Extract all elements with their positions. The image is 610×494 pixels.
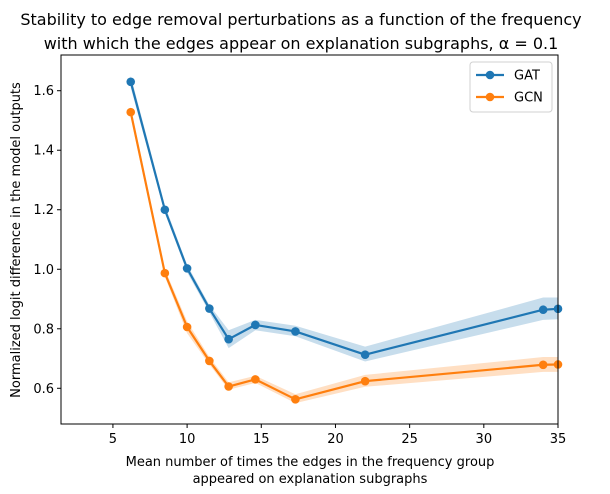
x-tick-label-6: 35 (550, 432, 567, 447)
x-tick-label-5: 30 (476, 432, 493, 447)
gat-line (129, 81, 559, 356)
x-axis-label-line2: appeared on explanation subgraphs (193, 472, 428, 487)
y-tick-label-0: 0.6 (33, 382, 54, 397)
legend-gcn-label: GCN (514, 91, 543, 106)
gcn-point-3 (205, 356, 214, 366)
gcn-point-1 (160, 268, 170, 278)
x-tick-label-0: 5 (109, 432, 117, 447)
chart-title-line2: with which the edges appear on explanati… (44, 34, 559, 53)
x-tick-label-4: 25 (401, 432, 418, 447)
gcn-point-4 (224, 382, 233, 391)
y-tick-label-1: 0.8 (33, 322, 54, 337)
gcn-point-0 (126, 107, 136, 117)
gat-point-2 (182, 264, 192, 273)
gat-point-3 (205, 304, 214, 313)
chart-title-line1: Stability to edge removal perturbations … (20, 10, 581, 29)
gat-point-0 (126, 77, 136, 87)
legend: GAT GCN (469, 61, 553, 113)
legend-gat-label: GAT (514, 69, 540, 84)
legend-gat-marker (485, 70, 495, 80)
gat-point-4 (224, 334, 233, 344)
confidence-bands (130, 75, 558, 404)
legend-gcn-marker (485, 92, 495, 102)
x-axis-label-line1: Mean number of times the edges in the fr… (126, 455, 495, 470)
gat-point-6 (291, 327, 300, 336)
y-tick-label-2: 1.0 (33, 263, 54, 278)
series-lines (129, 81, 559, 401)
y-axis-label: Normalized logit difference in the model… (9, 82, 24, 398)
gat-band (130, 75, 558, 362)
gcn-band (130, 107, 558, 404)
y-tick-label-3: 1.2 (33, 203, 54, 218)
gcn-point-8 (538, 360, 548, 370)
gat-point-5 (251, 320, 260, 330)
plot-frame (60, 54, 559, 425)
x-tick-label-1: 10 (179, 432, 196, 447)
x-tick-label-2: 15 (253, 432, 270, 447)
gat-point-8 (538, 305, 548, 315)
gcn-point-7 (360, 376, 370, 386)
x-tick-label-3: 20 (327, 432, 344, 447)
gcn-line (129, 111, 559, 401)
series-markers (126, 77, 563, 404)
x-axis-ticks: 5 10 15 20 25 30 35 (109, 424, 566, 447)
gcn-point-2 (182, 322, 192, 332)
gcn-point-6 (291, 395, 300, 404)
y-tick-label-5: 1.6 (33, 84, 54, 99)
gat-point-7 (360, 350, 370, 359)
gat-point-1 (160, 205, 170, 215)
y-axis-ticks: 0.6 0.8 1.0 1.2 1.4 1.6 (33, 84, 61, 397)
y-tick-label-4: 1.4 (33, 144, 54, 159)
gcn-point-5 (251, 375, 260, 384)
